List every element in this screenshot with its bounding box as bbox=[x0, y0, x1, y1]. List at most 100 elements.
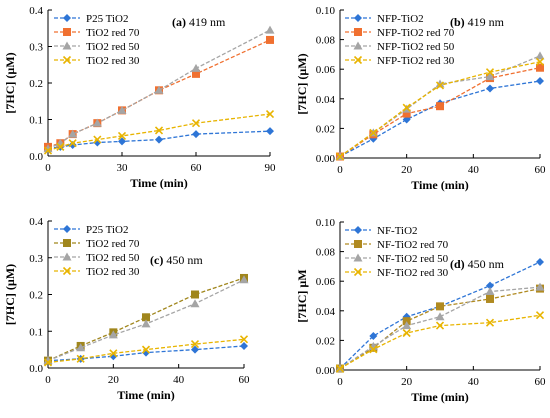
panel-letter: (c) bbox=[150, 253, 163, 267]
y-tick-label: 0.3 bbox=[29, 42, 43, 54]
legend-marker bbox=[353, 41, 363, 50]
y-tick-label: 0.2 bbox=[29, 290, 43, 302]
series-line-3 bbox=[47, 113, 271, 152]
y-tick-label: 0.3 bbox=[29, 253, 43, 265]
data-point bbox=[93, 135, 102, 144]
data-point bbox=[43, 358, 53, 367]
data-point-stroke-b bbox=[335, 152, 345, 161]
data-point-stroke-b bbox=[68, 139, 77, 148]
data-point bbox=[154, 85, 164, 94]
legend-label: TiO2 red 50 bbox=[86, 252, 140, 264]
legend-marker bbox=[63, 28, 71, 36]
data-point bbox=[68, 139, 77, 148]
y-axis-title: [7HC] (µM) bbox=[3, 52, 17, 113]
data-point-stroke-b bbox=[369, 128, 378, 137]
data-point-stroke-b bbox=[43, 358, 53, 367]
data-point bbox=[486, 294, 494, 303]
data-point bbox=[240, 341, 248, 350]
x-tick-label: 20 bbox=[108, 374, 120, 386]
y-tick-label: 0.4 bbox=[29, 5, 43, 17]
panel-letter: (b) bbox=[450, 15, 465, 29]
data-point-stroke-b bbox=[265, 109, 275, 119]
data-point-stroke-b bbox=[154, 126, 164, 135]
series-line-2 bbox=[47, 279, 245, 362]
data-point bbox=[335, 364, 345, 373]
series-line-3 bbox=[339, 61, 541, 158]
y-tick-label: 0.1 bbox=[29, 326, 43, 338]
legend-marker-stroke-b bbox=[62, 266, 72, 276]
data-point bbox=[335, 152, 345, 161]
data-point bbox=[485, 318, 495, 327]
legend-marker bbox=[62, 55, 72, 65]
legend-label: NFP-TiO2 red 70 bbox=[377, 27, 455, 39]
legend-label: TiO2 red 70 bbox=[86, 238, 140, 250]
legend-label: P25 TiO2 bbox=[86, 13, 129, 25]
x-tick-label: 20 bbox=[401, 164, 413, 176]
legend-marker bbox=[354, 240, 362, 248]
x-tick-label: 40 bbox=[468, 164, 480, 176]
legend-marker-stroke-b bbox=[62, 55, 72, 65]
data-point bbox=[43, 146, 53, 155]
panel-letter: (a) bbox=[172, 15, 186, 29]
data-point-stroke-b bbox=[117, 131, 127, 140]
y-tick-label: 0.06 bbox=[316, 64, 336, 76]
x-axis-title: Time (min) bbox=[411, 390, 468, 404]
data-point-stroke-b bbox=[535, 311, 545, 320]
data-point bbox=[191, 119, 201, 128]
y-tick-label: 0.00 bbox=[316, 365, 336, 377]
data-point-stroke-b bbox=[43, 146, 53, 155]
data-point bbox=[435, 321, 445, 330]
data-point bbox=[141, 319, 151, 328]
data-point bbox=[56, 142, 65, 151]
legend-marker bbox=[62, 266, 72, 276]
data-point bbox=[436, 102, 444, 111]
data-point bbox=[76, 343, 86, 352]
data-point bbox=[266, 127, 274, 136]
x-axis-title: Time (min) bbox=[130, 176, 187, 190]
y-tick-label: 0.10 bbox=[316, 5, 336, 17]
y-tick-label: 0.0 bbox=[29, 363, 43, 375]
data-point-stroke-b bbox=[239, 335, 249, 344]
data-point-stroke-b bbox=[435, 321, 445, 330]
y-tick-label: 0.04 bbox=[316, 94, 336, 106]
x-tick-label: 90 bbox=[265, 162, 277, 174]
data-point bbox=[486, 84, 494, 93]
series-line-2 bbox=[47, 29, 271, 150]
data-point bbox=[402, 103, 411, 112]
data-point bbox=[369, 345, 378, 354]
data-point-stroke-b bbox=[485, 68, 495, 77]
legend-label: TiO2 red 70 bbox=[86, 27, 140, 39]
data-point-stroke-b bbox=[191, 119, 201, 128]
x-tick-label: 20 bbox=[401, 376, 413, 388]
data-point-stroke-b bbox=[190, 340, 200, 349]
legend-marker bbox=[63, 14, 71, 22]
y-tick-label: 0.08 bbox=[316, 35, 336, 47]
data-point bbox=[402, 109, 411, 118]
x-tick-label: 40 bbox=[173, 374, 185, 386]
data-point bbox=[536, 63, 544, 72]
legend-marker bbox=[353, 253, 363, 262]
data-point bbox=[266, 35, 274, 44]
y-tick-label: 0.08 bbox=[316, 247, 336, 259]
legend-marker bbox=[354, 14, 362, 22]
x-tick-label: 60 bbox=[191, 162, 203, 174]
y-tick-label: 0.0 bbox=[29, 151, 43, 163]
legend-marker bbox=[63, 225, 71, 233]
legend-label: TiO2 red 30 bbox=[86, 266, 140, 278]
legend-label: NFP-TiO2 red 50 bbox=[377, 41, 455, 53]
panel-label: (a) 419 nm bbox=[172, 15, 226, 29]
data-point-stroke-b bbox=[402, 328, 411, 338]
legend-marker bbox=[62, 252, 72, 261]
x-tick-label: 60 bbox=[239, 374, 251, 386]
data-point bbox=[436, 302, 444, 311]
legend-marker bbox=[62, 41, 72, 50]
data-point bbox=[239, 335, 249, 344]
data-point-stroke-b bbox=[109, 349, 118, 358]
legend-label: NF-TiO2 bbox=[377, 225, 418, 237]
panel-wavelength: 419 nm bbox=[186, 15, 226, 29]
data-point bbox=[191, 63, 201, 72]
data-point bbox=[402, 328, 411, 338]
y-axis-title: [7HC] (µM) bbox=[295, 53, 309, 114]
y-tick-label: 0.00 bbox=[316, 153, 336, 165]
